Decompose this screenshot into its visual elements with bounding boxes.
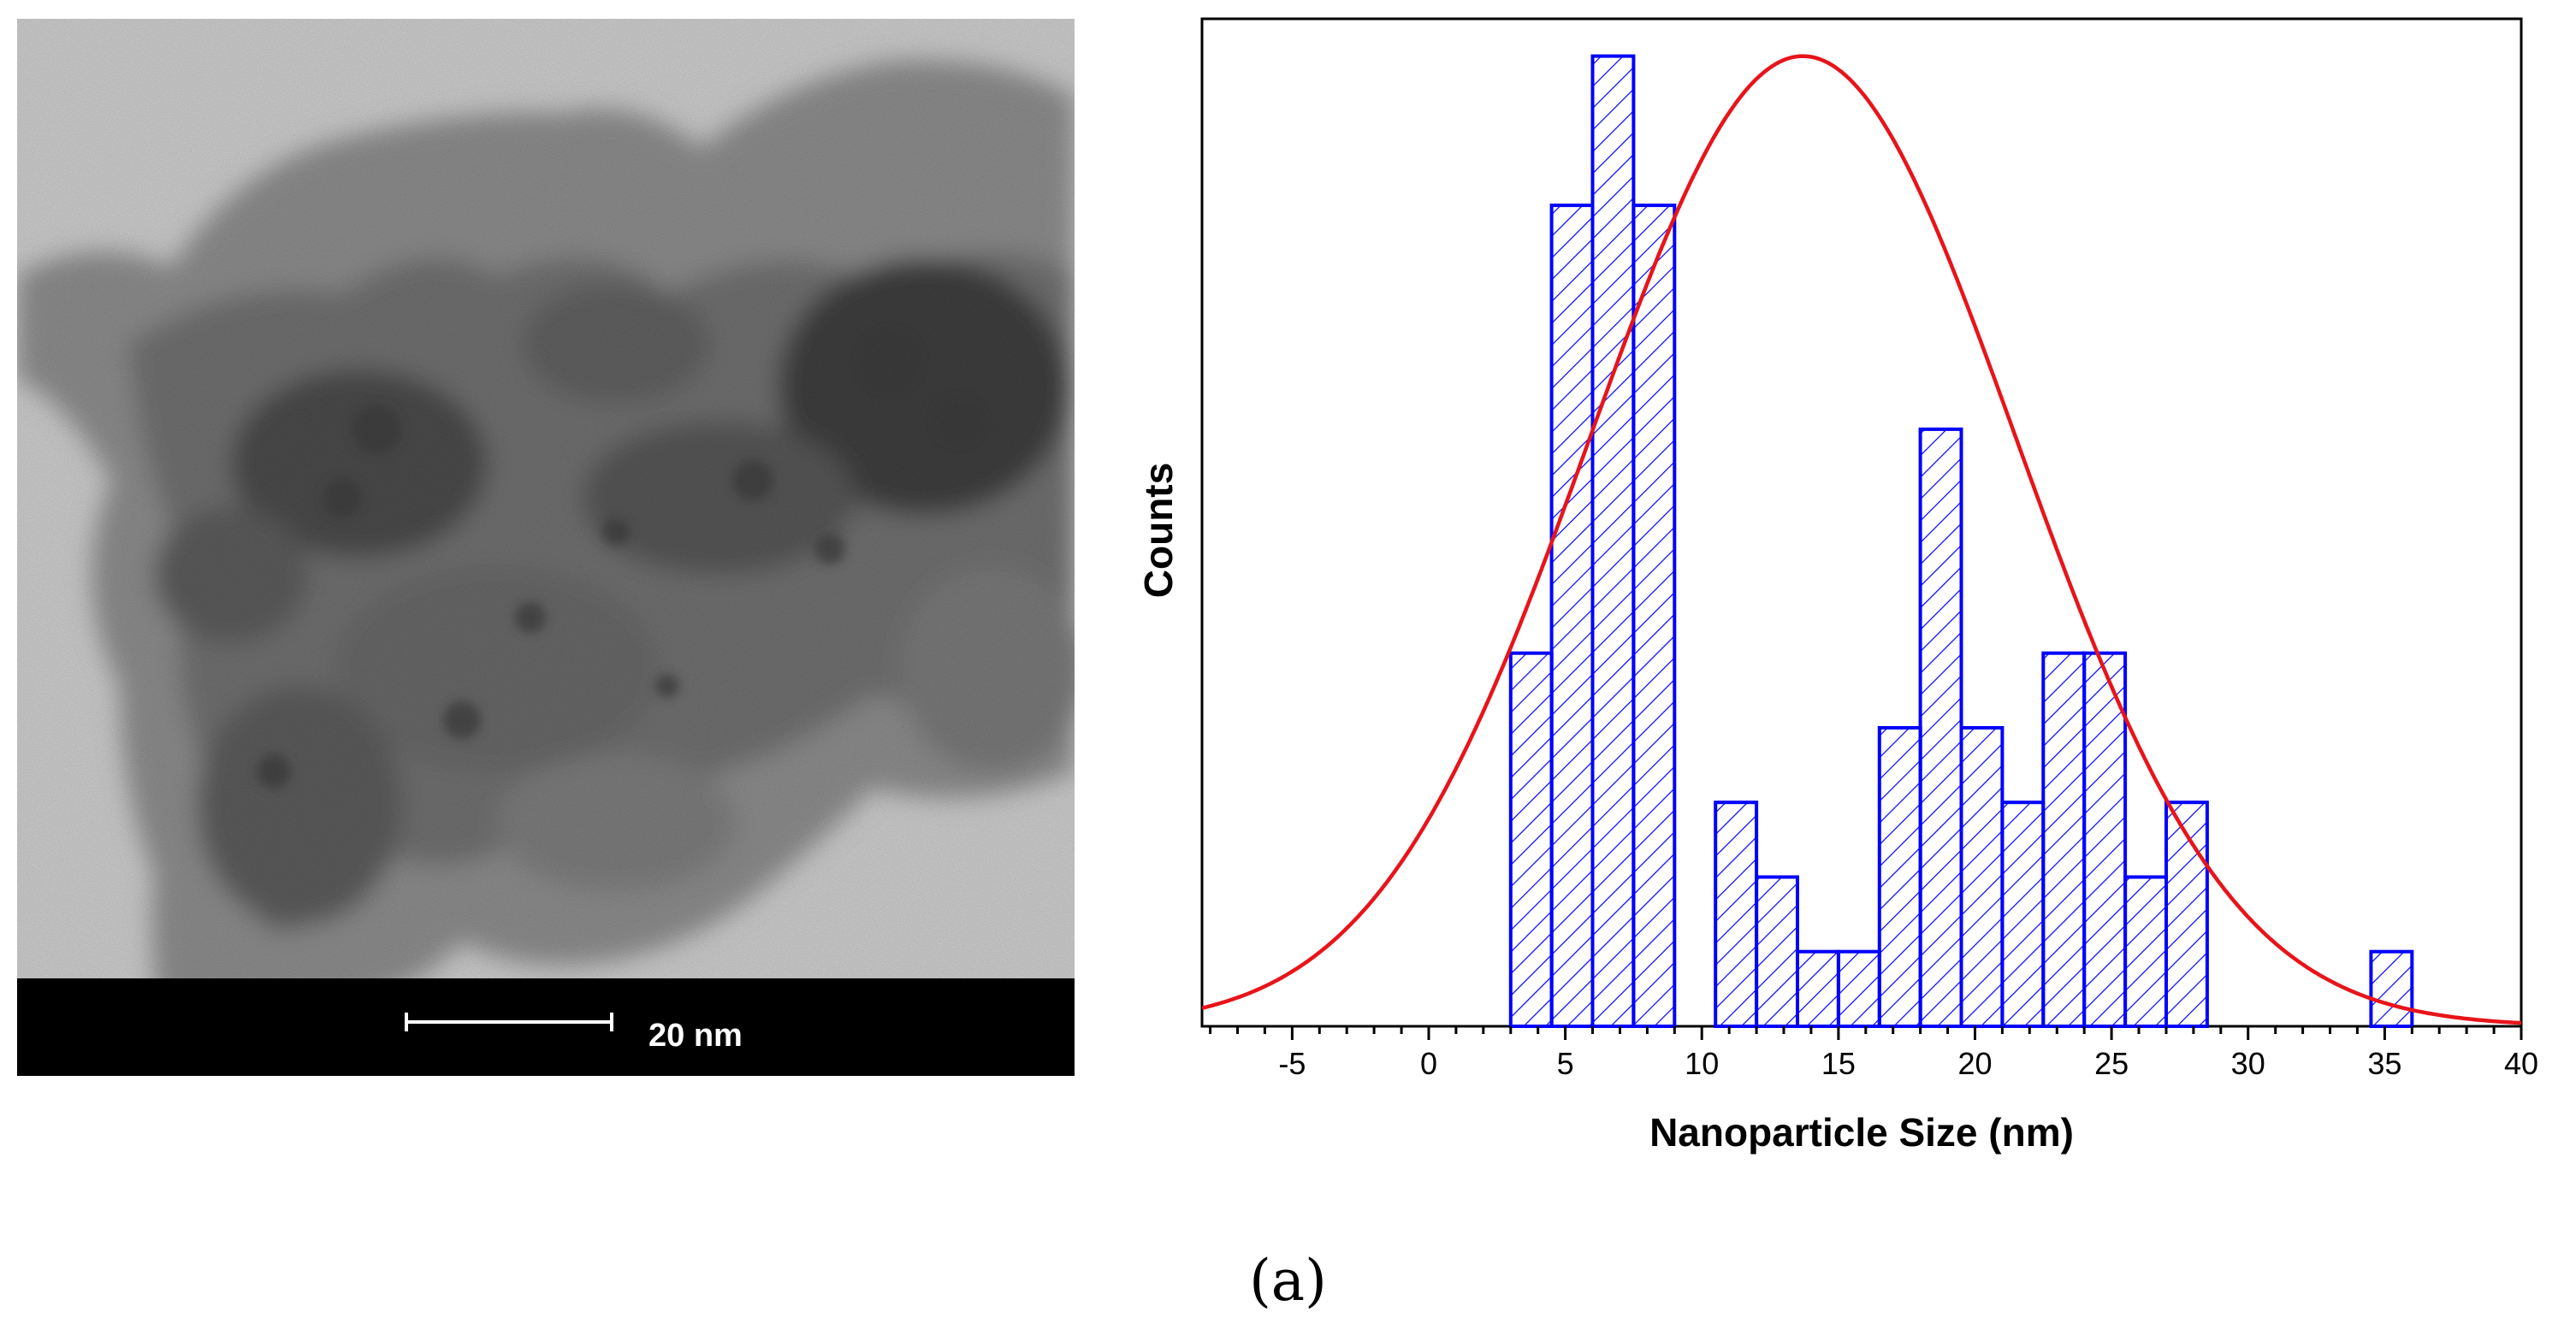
histogram-bar-17	[2369, 949, 2414, 1028]
figure-caption: (a)	[1249, 1248, 1327, 1314]
histogram-panel: -5 0 5 10 15 20 25 30 35 40 Nanoparticle Size (nm…	[1112, 0, 2576, 1214]
tem-micrograph: 20 nm	[17, 19, 1075, 1076]
histogram-bar-10	[1918, 427, 1963, 1028]
x-tick-label: 0	[1420, 1046, 1437, 1081]
histogram-bar-6	[1755, 875, 1799, 1028]
histogram-bar-9	[1877, 726, 1922, 1028]
fit-curve-layer	[1202, 54, 2521, 1025]
x-axis-ticks	[1209, 1026, 2523, 1040]
plot-frame	[1200, 17, 2523, 1028]
y-axis-title-rotated: Counts	[1136, 463, 1181, 598]
histogram-bar-15	[2123, 875, 2168, 1028]
histogram-bar-5	[1714, 800, 1759, 1028]
histogram-bar-3	[1590, 54, 1636, 1029]
x-tick-label: 5	[1557, 1046, 1574, 1081]
x-tick-label: 10	[1685, 1046, 1719, 1081]
gaussian-fit-curve	[1202, 54, 2521, 1025]
tem-micrograph-image	[17, 19, 1075, 1076]
histogram-chart: -5 0 5 10 15 20 25 30 35 40 Nanoparticle Size (nm…	[1136, 17, 2538, 1155]
x-tick-label: 20	[1957, 1046, 1992, 1081]
histogram-bar-1	[1508, 651, 1554, 1028]
scale-bar-label: 20 nm	[648, 1018, 743, 1054]
x-tick-label: 35	[2367, 1046, 2401, 1081]
bars	[1508, 54, 2414, 1029]
scale-bar	[405, 1013, 613, 1031]
histogram-bar-14	[2082, 651, 2128, 1028]
histogram-bar-7	[1796, 949, 1840, 1028]
histogram-bar-11	[1959, 726, 2005, 1028]
x-axis-title: Nanoparticle Size (nm)	[1649, 1110, 2074, 1155]
histogram-bar-4	[1631, 204, 1677, 1029]
histogram-bar-12	[2000, 800, 2046, 1028]
scale-bar-band	[17, 978, 1075, 1076]
histogram-bar-2	[1549, 204, 1595, 1029]
histogram-bar-16	[2164, 800, 2209, 1028]
x-tick-label: 15	[1821, 1046, 1856, 1081]
x-tick-label: 25	[2094, 1046, 2129, 1081]
histogram-bar-8	[1836, 949, 1881, 1028]
histogram-bar-13	[2041, 651, 2087, 1028]
x-tick-label: 40	[2504, 1046, 2538, 1081]
x-tick-label: 30	[2231, 1046, 2265, 1081]
x-tick-label: -5	[1278, 1046, 1306, 1081]
x-axis-tick-labels: -5 0 5 10 15 20 25 30 35 40	[1278, 1046, 2538, 1081]
